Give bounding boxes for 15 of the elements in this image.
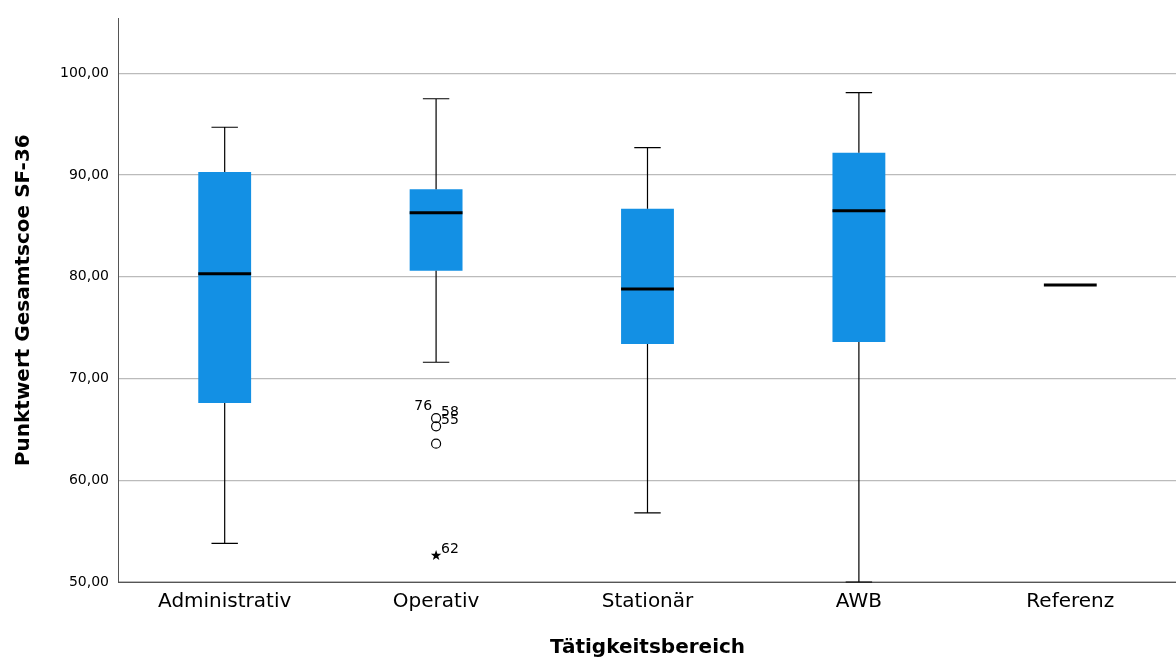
x-tick-label: Referenz bbox=[1026, 588, 1115, 613]
x-tick-label: Administrativ bbox=[158, 588, 292, 613]
y-tick-label: 100,00 bbox=[59, 63, 109, 80]
y-tick-label: 60,00 bbox=[68, 470, 109, 487]
y-tick-label: 50,00 bbox=[68, 572, 109, 589]
x-axis-title: Tätigkeitsbereich bbox=[549, 634, 746, 659]
y-axis-title: Punktwert Gesamtscoe SF-36 bbox=[10, 134, 35, 467]
y-tick-label: 90,00 bbox=[68, 165, 109, 182]
x-tick-label: Stationär bbox=[601, 588, 695, 613]
x-tick-label: AWB bbox=[835, 588, 882, 613]
annotation: 76 bbox=[414, 396, 433, 413]
annotation: 62 bbox=[441, 540, 459, 557]
y-tick-label: 80,00 bbox=[68, 267, 109, 284]
y-tick-label: 70,00 bbox=[68, 369, 109, 386]
x-tick-label: Operativ bbox=[392, 588, 480, 613]
